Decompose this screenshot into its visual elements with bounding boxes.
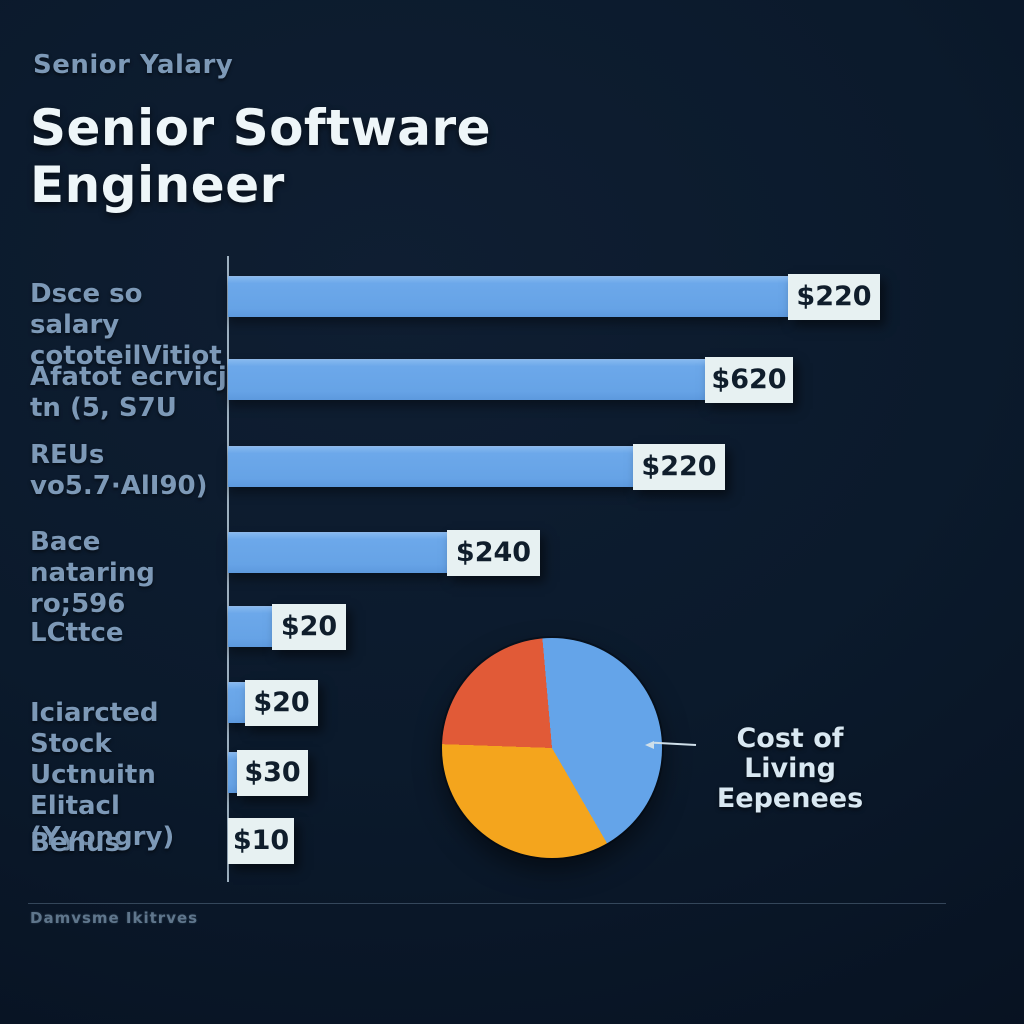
category-label-line: ro;596 (30, 589, 126, 619)
category-label-line: Dsce so salary (30, 279, 143, 340)
category-label-line: LCttce (30, 618, 124, 648)
bar-value-box: $30 (237, 750, 308, 796)
bar-segment (228, 359, 705, 400)
category-label-line: vo5.7·AlI90) (30, 471, 208, 501)
category-label: REUs vo5.7·AlI90) (30, 440, 230, 502)
pie-chart (442, 638, 662, 858)
bar-value-box: $20 (245, 680, 318, 726)
category-label-line: Afatot ecrvicj (30, 362, 227, 392)
category-label-line: Uctnuitn (30, 760, 156, 790)
pie-callout-label: Cost of Living Eepenees (700, 724, 880, 814)
pie-callout-label-line-1: Cost of Living (736, 723, 844, 784)
pie-callout-label-line-2: Eepenees (716, 783, 864, 814)
category-label: Benus (30, 828, 230, 859)
category-label-line: Bace nataring (30, 527, 155, 588)
page-title: Senior Software Engineer (30, 100, 491, 214)
category-label-line: tn (5, S7U (30, 393, 177, 423)
bar-segment (228, 276, 788, 317)
bar-segment (228, 752, 237, 793)
category-label-line: Elitacl (Yyongry) (30, 791, 175, 852)
title-line-1: Senior Software (30, 99, 492, 157)
bar-value-box: $220 (633, 444, 725, 490)
bar-value-box: $220 (788, 274, 880, 320)
category-label: Bace nataring ro;596 (30, 527, 230, 620)
category-label-line: Iciarcted Stock (30, 698, 159, 759)
title-line-2: Engineer (30, 156, 285, 214)
category-label: LCttce (30, 618, 230, 649)
eyebrow-label: Senior Yalary (33, 50, 234, 80)
bar-value-box: $10 (228, 818, 294, 864)
category-label: Dsce so salary cototeilVitiot (30, 279, 230, 372)
bar-segment (228, 606, 272, 647)
bar-segment (228, 532, 447, 573)
category-label-line: REUs (30, 440, 105, 470)
bar-value-box: $620 (705, 357, 793, 403)
bar-segment (228, 682, 245, 723)
bar-value-box: $20 (272, 604, 346, 650)
footer-divider (28, 903, 946, 904)
bar-value-box: $240 (447, 530, 540, 576)
category-label-line: cototeilVitiot (30, 341, 222, 371)
bar-segment (228, 446, 633, 487)
category-label: Iciarcted Stock Uctnuitn Elitacl (Yyongry) (30, 698, 230, 853)
category-label: Afatot ecrvicj tn (5, S7U (30, 362, 230, 424)
pie-callout-arrowhead-icon (645, 741, 654, 749)
category-label-line: Benus (30, 828, 120, 858)
footer-note: Damvsme Ikitrves (30, 909, 199, 927)
